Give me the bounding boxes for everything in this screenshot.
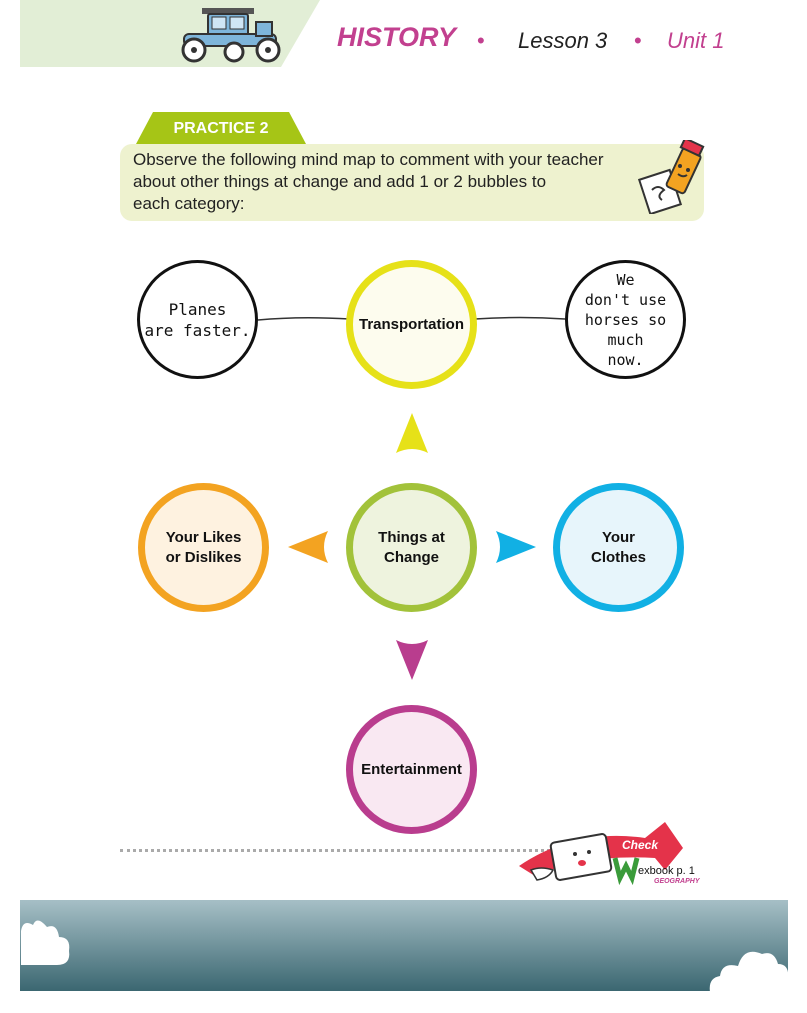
textbook-reference: exbook p. 1 — [638, 865, 695, 877]
example-text-line: much — [607, 330, 644, 349]
practice-tab — [136, 112, 306, 144]
footer-band — [20, 900, 788, 991]
subject-title: HISTORY — [337, 22, 457, 52]
dotted-divider — [120, 849, 556, 852]
connector-lines — [257, 316, 566, 321]
lesson-label: Lesson 3 — [518, 28, 608, 53]
example-bubble-left: Planes are faster. — [137, 260, 258, 379]
example-text-line: Planes — [168, 299, 227, 319]
instruction-box — [120, 144, 704, 221]
example-text-line: are faster. — [144, 320, 251, 340]
instruction-line: about other things at change and add 1 o… — [133, 172, 547, 191]
geography-label: GEOGRAPHY — [654, 878, 700, 885]
transportation-label: Transportation — [358, 315, 464, 333]
transportation-bubble: Transportation — [346, 260, 477, 389]
example-text-line: now. — [607, 350, 644, 369]
likes-bubble: Your Likes or Dislikes — [138, 483, 269, 612]
entertainment-bubble: Entertainment — [346, 705, 477, 834]
check-textbook-icon — [519, 822, 683, 886]
example-bubble-right: We don't use horses so much now. — [565, 260, 686, 379]
clothes-bubble: Your Clothes — [553, 483, 684, 612]
arrow-down-icon — [396, 640, 428, 680]
arrow-up-icon — [396, 413, 428, 453]
arrow-left-icon — [288, 531, 328, 563]
example-text-line: don't use — [584, 290, 667, 309]
vintage-car-icon — [181, 8, 281, 63]
unit-label: Unit 1 — [667, 28, 725, 53]
center-bubble: Things at Change — [346, 483, 477, 612]
example-text-line: We — [616, 270, 635, 289]
clothes-label-line: Clothes — [590, 548, 646, 566]
instruction-line: Observe the following mind map to commen… — [133, 150, 604, 169]
arrow-right-icon — [496, 531, 536, 563]
header-separator: • — [477, 28, 485, 53]
cloud-icon — [709, 951, 789, 992]
clothes-label-line: Your — [601, 528, 636, 546]
example-text-line: horses so — [584, 310, 667, 329]
center-label-line: Change — [383, 548, 439, 566]
pencil-mascot-icon — [638, 140, 705, 214]
likes-label-line: or Dislikes — [165, 548, 242, 566]
likes-label-line: Your Likes — [165, 528, 242, 546]
instruction-line: each category: — [133, 194, 245, 213]
header-separator: • — [634, 28, 642, 53]
entertainment-label: Entertainment — [361, 760, 462, 778]
check-label: Check — [622, 838, 659, 852]
center-label-line: Things at — [378, 528, 445, 546]
practice-label: PRACTICE 2 — [173, 120, 269, 137]
cloud-icon — [21, 920, 70, 965]
